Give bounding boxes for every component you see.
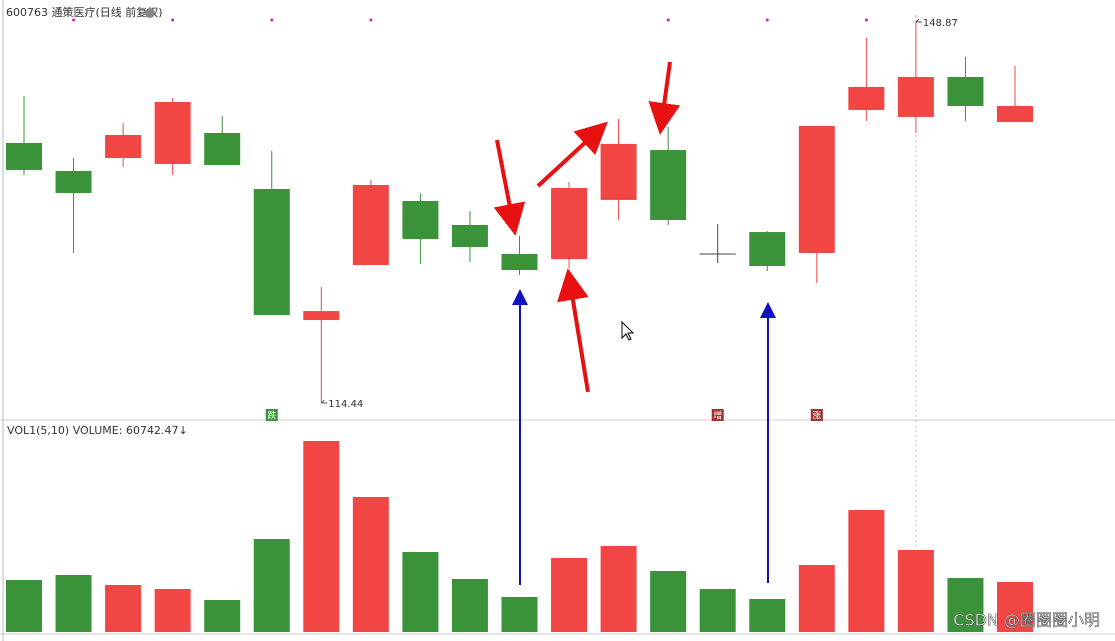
volume-bar bbox=[501, 597, 538, 632]
volume-bar bbox=[798, 564, 835, 632]
badge bbox=[265, 409, 278, 421]
mouse-cursor bbox=[621, 320, 635, 341]
candle-body bbox=[551, 187, 588, 260]
candle-body bbox=[997, 105, 1033, 123]
volume-bar bbox=[204, 599, 241, 632]
volume-bar bbox=[551, 558, 588, 632]
volume-bar bbox=[451, 579, 488, 632]
annotation-pointer bbox=[320, 399, 328, 404]
candle-body bbox=[105, 134, 142, 158]
signal-dot bbox=[72, 18, 76, 22]
volume-bar bbox=[303, 441, 340, 632]
volume-bar bbox=[600, 546, 637, 632]
markers bbox=[72, 18, 868, 22]
candle-body bbox=[6, 142, 42, 170]
plot: 114.44 148.87 跌 增 涨 bbox=[6, 18, 1033, 632]
volume-bar bbox=[55, 574, 92, 632]
annotation: 148.87 bbox=[923, 18, 958, 29]
candle-body bbox=[947, 76, 984, 106]
red-arrow bbox=[557, 268, 590, 393]
volume-bar bbox=[997, 581, 1033, 632]
red-arrow bbox=[493, 139, 526, 236]
blue-arrows bbox=[512, 289, 776, 585]
red-arrow bbox=[648, 61, 681, 135]
badge bbox=[810, 409, 823, 421]
candle-body bbox=[451, 224, 488, 247]
volume-bar bbox=[848, 509, 885, 632]
candle-body bbox=[402, 200, 439, 240]
volume-bar bbox=[253, 539, 290, 632]
badge-text: 涨 bbox=[812, 411, 821, 422]
candle-body bbox=[55, 170, 92, 193]
chart-title: 600763 通策医疗(日线 前复权) bbox=[6, 5, 163, 19]
candle-body bbox=[303, 311, 340, 321]
candle-body bbox=[154, 101, 191, 164]
signal-dot bbox=[666, 18, 670, 22]
volume-bar bbox=[749, 599, 786, 632]
signal-dot bbox=[171, 18, 175, 22]
signal-dot bbox=[864, 18, 868, 22]
annotation: 114.44 bbox=[328, 399, 363, 410]
signal-dot bbox=[270, 18, 274, 22]
badge bbox=[711, 409, 724, 421]
title-icon[interactable] bbox=[145, 8, 155, 18]
volume-bar bbox=[154, 589, 191, 632]
candle-body bbox=[749, 232, 786, 267]
candle-body bbox=[600, 143, 637, 200]
candle-body bbox=[897, 76, 934, 117]
volume-bar bbox=[6, 579, 42, 632]
volume-bar bbox=[897, 549, 934, 632]
volume-bar bbox=[650, 570, 687, 632]
volume-title: VOL1(5,10) VOLUME: 60742.47↓ bbox=[7, 424, 188, 437]
volume-bar bbox=[947, 578, 984, 632]
annotation-pointer bbox=[915, 18, 922, 23]
red-arrow bbox=[536, 121, 608, 188]
badge-text: 跌 bbox=[267, 411, 276, 422]
candle-body bbox=[501, 253, 538, 271]
volume-bar bbox=[352, 497, 389, 632]
candle-body bbox=[204, 132, 241, 165]
volume-bar bbox=[105, 584, 142, 632]
volume-bar bbox=[402, 552, 439, 632]
candle-body bbox=[352, 185, 389, 266]
signal-dot bbox=[369, 18, 373, 22]
watermark: CSDN @圈圈圈小明 bbox=[953, 611, 1100, 630]
signal-dot bbox=[765, 18, 769, 22]
candle-body bbox=[798, 126, 835, 253]
candle-body bbox=[650, 150, 687, 220]
candle-body bbox=[253, 188, 290, 316]
badge-text: 增 bbox=[713, 410, 722, 422]
candle-body bbox=[848, 86, 885, 110]
arrows bbox=[493, 61, 681, 393]
volume-bar bbox=[699, 589, 736, 632]
